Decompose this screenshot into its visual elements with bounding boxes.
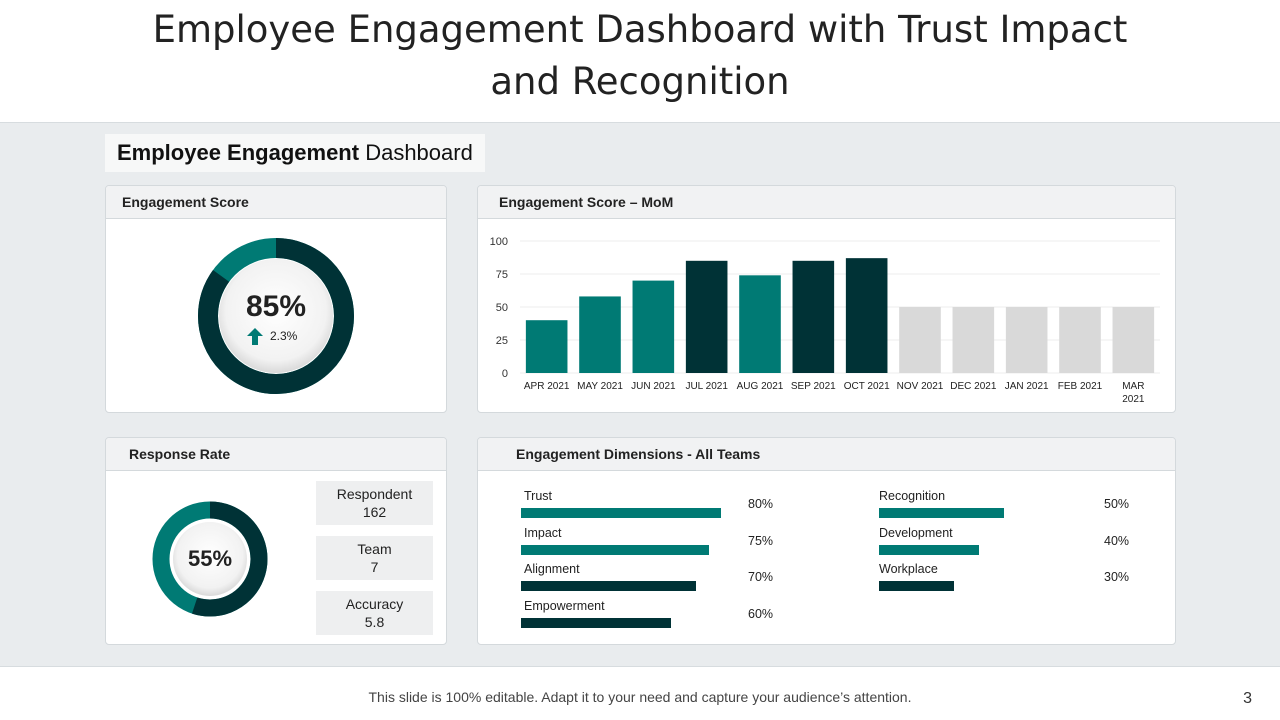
dimension-percent: 60% [748, 606, 774, 621]
slide-title-line-2: and Recognition [490, 60, 790, 103]
y-tick-label: 50 [496, 302, 508, 314]
engagement-score-change: 2.3% [270, 329, 298, 343]
stat-accuracy-label: Accuracy [345, 596, 404, 612]
response-rate-title: Response Rate [106, 438, 446, 471]
dimension-bar [879, 581, 954, 591]
dimension-bar [879, 544, 979, 555]
response-rate-inner [173, 522, 247, 596]
engagement-score-inner [219, 259, 333, 373]
x-tick-label: OCT 2021 [844, 381, 890, 392]
dimension-percent: 50% [1104, 497, 1130, 511]
response-rate-value: 55% [187, 546, 233, 571]
dimension-percent: 70% [748, 570, 774, 584]
x-tick-label: MAY 2021 [577, 381, 623, 392]
dimension-label: Recognition [879, 489, 946, 503]
slide-title: Employee Engagement Dashboard with Trust… [0, 4, 1280, 108]
x-tick-label: AUG 2021 [737, 381, 784, 392]
dimension-percent: 30% [1104, 570, 1130, 584]
y-tick-label: 0 [502, 368, 508, 380]
engagement-score-donut [198, 238, 354, 394]
response-rate-ring [152, 501, 268, 617]
dimension-label: Empowerment [524, 598, 605, 613]
engagement-score-title: Engagement Score [106, 186, 446, 219]
bar [952, 307, 995, 373]
dashboard-heading: Employee Engagement Dashboard [105, 134, 485, 172]
dimension-bar [521, 581, 696, 591]
x-tick-label: JUN 2021 [631, 381, 676, 392]
bar [632, 280, 675, 373]
engagement-mom-card: Engagement Score – MoM 0 25 50 75 100 APR 202… [477, 185, 1176, 413]
x-tick-label: SEP 2021 [791, 381, 836, 392]
y-tick-label: 100 [490, 236, 508, 248]
dimension-percent: 75% [748, 533, 774, 548]
engagement-dimensions-card: Engagement Dimensions - All Teams Trust 8… [477, 437, 1176, 645]
slide-title-line-1: Employee Engagement Dashboard with Trust… [152, 8, 1128, 51]
bar [899, 307, 941, 373]
dimension-label: Alignment [524, 562, 580, 576]
footer-note: This slide is 100% editable. Adapt it to… [368, 689, 912, 705]
bar [525, 320, 568, 373]
dashboard-heading-rest: Dashboard [359, 140, 473, 165]
stat-team-label: Team [357, 541, 392, 557]
dimension-bar [521, 544, 709, 555]
dimension-percent: 40% [1104, 533, 1130, 548]
dimension-bar [521, 508, 721, 518]
bar [579, 296, 621, 373]
stat-respondent-label: Respondent [336, 486, 413, 502]
engagement-score-ring [198, 238, 354, 394]
dimension-label: Development [879, 525, 953, 540]
dashboard-heading-bold: Employee Engagement [117, 140, 360, 165]
stat-accuracy: Accuracy 5.8 [316, 591, 433, 635]
x-tick-label: MAR 2021 [1122, 381, 1145, 405]
x-tick-label: FEB 2021 [1058, 381, 1103, 392]
bar [685, 260, 728, 373]
engagement-score-card: Engagement Score 85% 2.3% [105, 185, 447, 413]
bar [739, 275, 781, 373]
bar [845, 258, 888, 373]
dimension-label: Trust [524, 489, 553, 503]
page-number: 3 [1243, 690, 1252, 707]
dimension-label: Impact [524, 525, 562, 540]
stat-team: Team 7 [316, 536, 433, 580]
bar [1005, 307, 1048, 373]
x-tick-label: JAN 2021 [1005, 381, 1049, 392]
dimension-bar [879, 508, 1004, 518]
engagement-dimensions-title: Engagement Dimensions - All Teams [478, 438, 1175, 471]
bar [792, 260, 835, 373]
bar [1112, 307, 1155, 373]
y-tick-label: 25 [496, 335, 508, 347]
x-tick-label: JUL 2021 [685, 381, 728, 392]
stat-accuracy-value: 5.8 [364, 614, 385, 630]
bar [1059, 307, 1101, 373]
arrow-up-icon [247, 328, 263, 345]
engagement-score-value: 85% [245, 290, 307, 323]
dimension-label: Workplace [879, 562, 938, 576]
x-tick-label: DEC 2021 [950, 381, 997, 392]
stat-respondent: Respondent 162 [316, 481, 433, 525]
stat-respondent-value: 162 [362, 504, 387, 520]
dimension-bar [521, 617, 671, 628]
engagement-mom-title: Engagement Score – MoM [478, 186, 1175, 219]
dimension-percent: 80% [748, 497, 774, 511]
stat-team-value: 7 [370, 559, 379, 575]
response-rate-donut [152, 501, 268, 617]
x-tick-label: NOV 2021 [897, 381, 944, 392]
engagement-mom-chart: 0 25 50 75 100 APR 2021 MAY 2021 JUN 2021 JUL 20… [490, 236, 1160, 405]
y-tick-label: 75 [496, 269, 508, 281]
x-tick-label: APR 2021 [524, 381, 570, 392]
response-rate-card: Response Rate 55% Respondent 162 Team 7 … [105, 437, 447, 645]
